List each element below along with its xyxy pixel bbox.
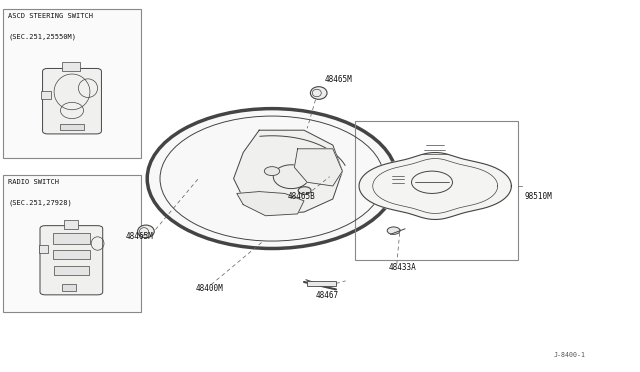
Ellipse shape: [147, 109, 397, 248]
Bar: [39, 246, 48, 253]
Bar: [3, 175, 141, 312]
Text: 48465M: 48465M: [325, 76, 353, 84]
Text: (SEC.251,27928): (SEC.251,27928): [8, 199, 72, 205]
Ellipse shape: [387, 227, 400, 234]
Text: RADIO SWITCH: RADIO SWITCH: [8, 179, 60, 185]
Text: (SEC.251,25550M): (SEC.251,25550M): [8, 33, 76, 40]
Text: 48433A: 48433A: [389, 263, 417, 272]
Bar: [53, 250, 90, 259]
Text: 48400M: 48400M: [195, 284, 223, 293]
Bar: [307, 281, 336, 286]
Ellipse shape: [273, 165, 309, 189]
Ellipse shape: [310, 87, 327, 99]
Polygon shape: [237, 192, 304, 216]
Bar: [65, 221, 79, 229]
Bar: [3, 9, 141, 158]
Text: 98510M: 98510M: [525, 192, 552, 201]
FancyBboxPatch shape: [40, 226, 102, 295]
Bar: [54, 266, 89, 275]
Text: 48465M: 48465M: [125, 232, 153, 241]
Ellipse shape: [264, 167, 280, 176]
Polygon shape: [294, 149, 342, 186]
Bar: [355, 121, 518, 260]
Text: J-8400-1: J-8400-1: [554, 352, 586, 358]
FancyBboxPatch shape: [42, 68, 101, 134]
Ellipse shape: [138, 225, 154, 238]
Text: ASCD STEERING SWITCH: ASCD STEERING SWITCH: [8, 13, 93, 19]
Text: 48465B: 48465B: [288, 192, 316, 201]
Text: 48467: 48467: [316, 291, 339, 300]
Bar: [41, 91, 51, 99]
Bar: [53, 233, 90, 244]
Bar: [63, 62, 81, 71]
Bar: [61, 124, 84, 130]
Polygon shape: [359, 153, 511, 219]
Ellipse shape: [298, 187, 311, 194]
Bar: [63, 284, 77, 291]
Polygon shape: [234, 130, 342, 214]
